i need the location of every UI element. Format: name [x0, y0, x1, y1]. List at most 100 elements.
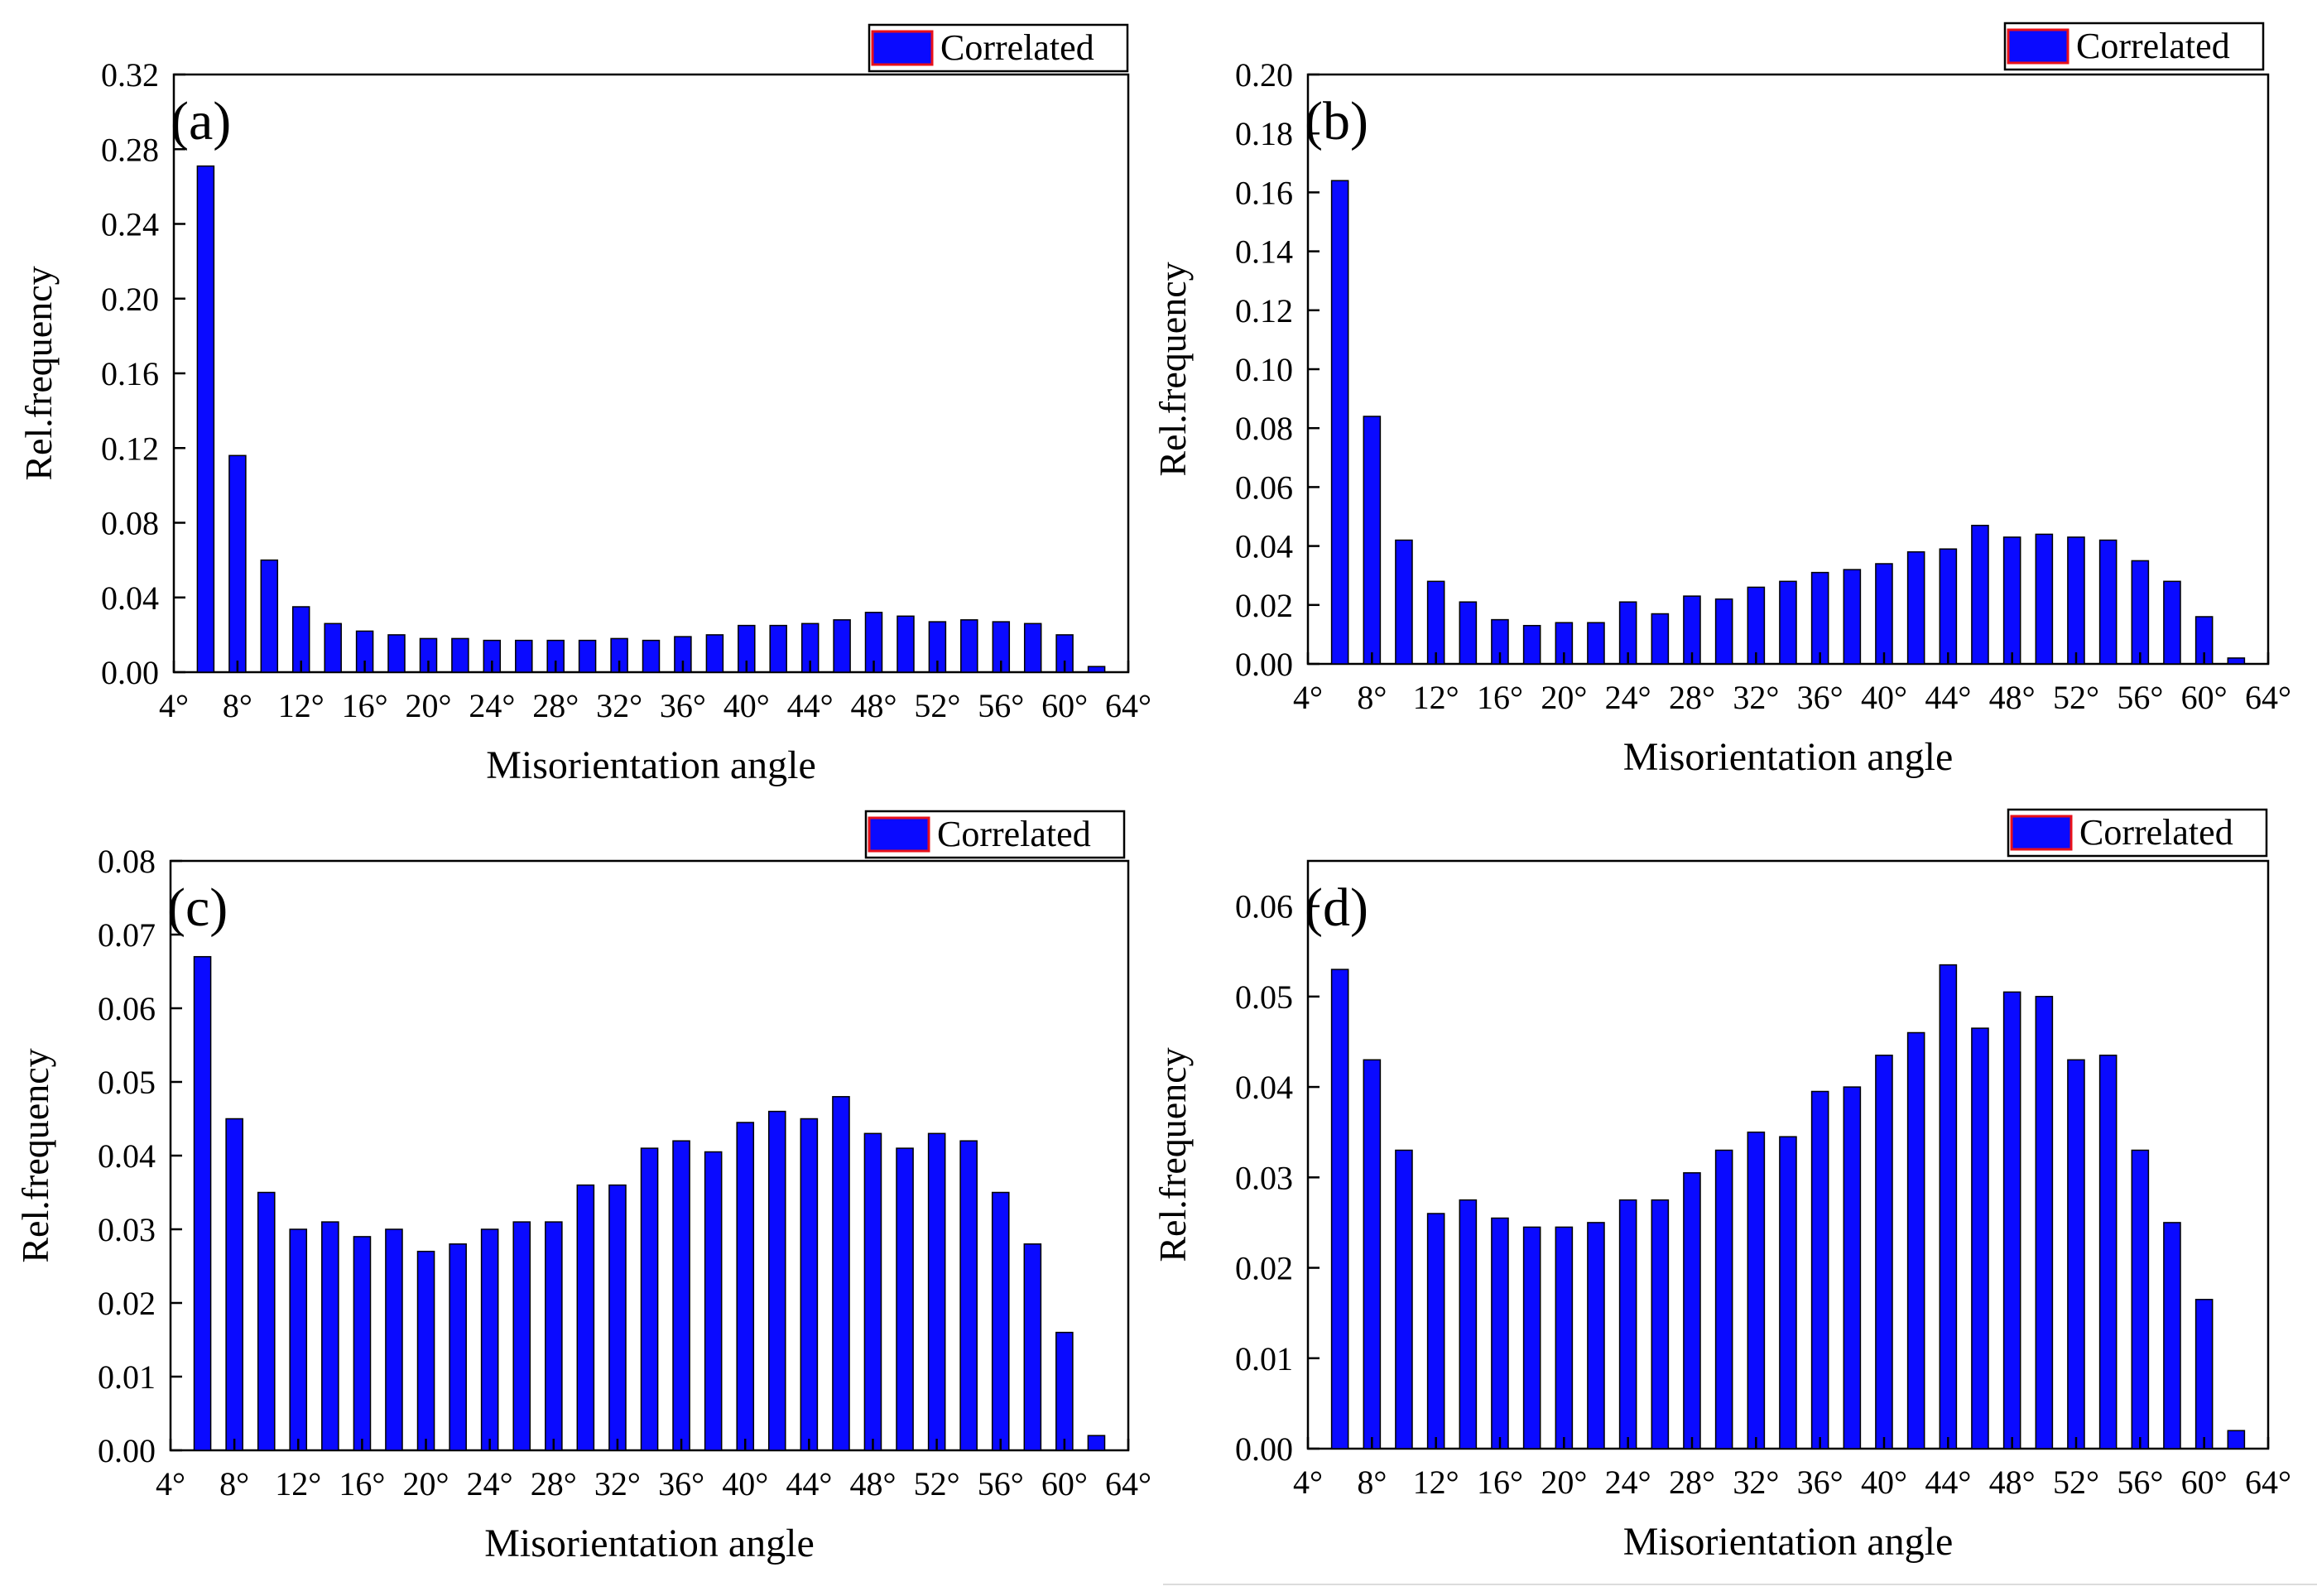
x-tick-label: 8°	[1357, 679, 1387, 716]
bar	[2163, 580, 2181, 665]
y-tick-label: 0.02	[1235, 1250, 1293, 1287]
bar	[289, 1228, 308, 1451]
y-tick-label: 0.05	[1235, 978, 1293, 1016]
bar	[1087, 666, 1106, 673]
bar	[1459, 1199, 1478, 1449]
bar	[193, 955, 212, 1451]
legend-label: Correlated	[937, 814, 1091, 854]
x-tick-label: 64°	[1105, 1465, 1151, 1502]
bar	[260, 559, 279, 673]
bar	[2131, 1149, 2150, 1449]
y-tick-label: 0.04	[101, 579, 159, 617]
y-tick-label: 0.06	[98, 990, 156, 1027]
bar	[1843, 569, 1862, 665]
bar	[576, 1184, 595, 1451]
x-tick-label: 44°	[786, 1465, 832, 1502]
y-tick-label: 0.08	[1235, 410, 1293, 447]
x-tick-label: 36°	[658, 1465, 704, 1502]
bar	[640, 1147, 659, 1451]
x-tick-label: 4°	[1293, 1464, 1323, 1501]
x-tick-label: 36°	[660, 687, 706, 724]
x-axis-title: Misorientation angle	[1623, 735, 1954, 779]
bar	[1522, 624, 1541, 665]
bar	[991, 1191, 1010, 1451]
x-tick-label: 8°	[223, 687, 252, 724]
x-tick-label: 52°	[2053, 1464, 2099, 1501]
bar	[705, 634, 724, 673]
legend-label: Correlated	[2079, 812, 2233, 853]
legend-swatch	[2010, 815, 2073, 851]
bar	[1587, 622, 1605, 665]
bar	[2098, 539, 2118, 665]
bar	[480, 1228, 499, 1451]
bar	[1395, 1149, 1413, 1449]
x-tick-label: 48°	[1989, 679, 2036, 716]
bar	[1810, 1090, 1829, 1449]
y-tick-label: 0.00	[1235, 1430, 1293, 1468]
legend: Correlated	[2003, 22, 2265, 71]
bar	[1875, 1055, 1893, 1449]
bar	[257, 1191, 276, 1451]
x-tick-label: 32°	[594, 1465, 641, 1502]
y-tick-label: 0.01	[1235, 1340, 1293, 1377]
panel-label: (d)	[1305, 877, 1368, 938]
bar	[1426, 1213, 1445, 1449]
bar	[1971, 524, 1989, 665]
x-tick-label: 16°	[1477, 679, 1523, 716]
x-tick-label: 28°	[1669, 1464, 1715, 1501]
x-tick-label: 44°	[787, 687, 834, 724]
x-tick-label: 56°	[978, 687, 1024, 724]
x-tick-label: 48°	[851, 687, 897, 724]
bar	[833, 619, 851, 673]
bar	[1779, 580, 1797, 665]
x-tick-label: 20°	[403, 1465, 449, 1502]
bar	[2227, 1430, 2246, 1449]
bar	[1747, 1131, 1766, 1449]
bar	[1491, 1217, 1509, 1449]
bar	[1779, 1136, 1797, 1449]
bar	[228, 454, 247, 673]
bar	[416, 1250, 435, 1451]
bar	[545, 1221, 563, 1451]
x-tick-label: 4°	[156, 1465, 185, 1502]
bar	[387, 634, 406, 673]
x-tick-label: 52°	[914, 687, 960, 724]
x-tick-label: 12°	[1413, 1464, 1459, 1501]
bar	[1683, 1172, 1701, 1449]
bar	[1330, 969, 1349, 1449]
x-tick-label: 32°	[596, 687, 642, 724]
y-tick-label: 0.10	[1235, 351, 1293, 388]
legend-swatch	[871, 30, 934, 66]
bar	[385, 1228, 403, 1451]
bar	[2035, 996, 2054, 1449]
y-tick-label: 0.12	[1235, 292, 1293, 329]
legend: Correlated	[864, 810, 1126, 859]
y-tick-label: 0.00	[1235, 646, 1293, 683]
x-tick-label: 28°	[1669, 679, 1715, 716]
bar	[1651, 613, 1670, 665]
bar	[1875, 563, 1893, 665]
y-tick-label: 0.16	[1235, 174, 1293, 211]
y-tick-label: 0.03	[1235, 1159, 1293, 1196]
bar	[449, 1243, 467, 1451]
y-tick-label: 0.08	[101, 505, 159, 542]
x-tick-label: 24°	[1605, 1464, 1651, 1501]
bar	[1651, 1199, 1670, 1449]
bar	[2067, 536, 2085, 665]
y-axis-title: Rel.frequency	[1151, 262, 1194, 476]
bar	[1810, 571, 1829, 665]
x-tick-label: 32°	[1733, 679, 1779, 716]
x-tick-label: 24°	[1605, 679, 1651, 716]
bar	[353, 1236, 372, 1451]
legend: Correlated	[2007, 808, 2268, 858]
bar	[1939, 964, 1958, 1449]
bar	[704, 1151, 723, 1451]
y-tick-label: 0.28	[101, 131, 159, 168]
bar	[1618, 1199, 1637, 1449]
bar	[736, 1122, 755, 1451]
bar	[672, 1140, 690, 1451]
chart-panel-b: 0.00 0.02 0.04 0.06 0.08 0.10 0.12 0.14 0.16 0.18…	[1151, 22, 2291, 779]
panel-label: (a)	[171, 91, 231, 151]
legend-label: Correlated	[2076, 26, 2230, 66]
bar	[897, 615, 915, 673]
